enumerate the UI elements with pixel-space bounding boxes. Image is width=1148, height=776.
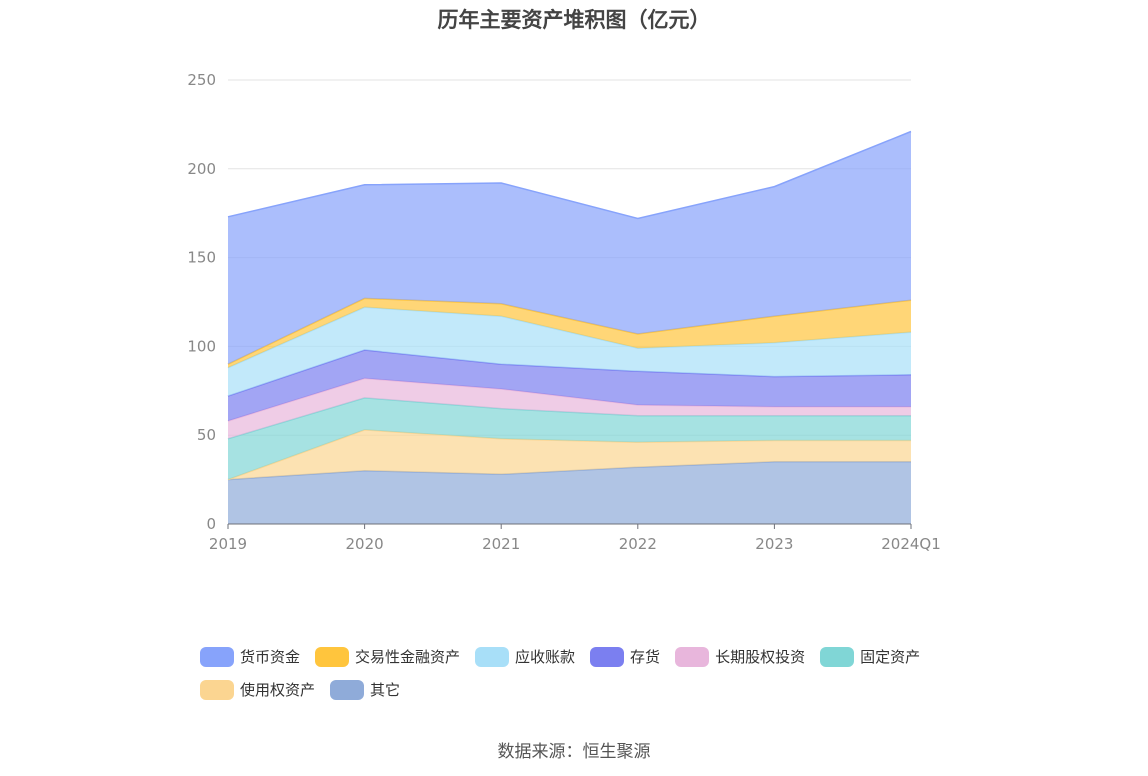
y-tick-label: 0 <box>206 515 216 533</box>
chart-title: 历年主要资产堆积图（亿元） <box>437 8 711 32</box>
area-series <box>228 378 911 439</box>
legend-item-receivables[interactable]: 应收账款 <box>475 646 575 667</box>
legend-swatch <box>200 679 234 700</box>
legend-row-1: 货币资金 交易性金融资产 应收账款 存货 长期股权投资 固定资产 <box>200 640 980 673</box>
x-tick-label: 2021 <box>482 535 520 553</box>
area-series <box>228 307 911 397</box>
legend-label: 固定资产 <box>860 648 921 666</box>
x-tick-label: 2024Q1 <box>881 535 941 553</box>
legend-swatch <box>200 646 234 667</box>
data-source: 数据来源：恒生聚源 <box>497 742 651 762</box>
y-tick-label: 150 <box>187 249 216 267</box>
legend-label: 存货 <box>630 648 661 666</box>
x-tick-label: 2020 <box>346 535 384 553</box>
legend-swatch <box>590 646 625 667</box>
legend-item-lt-equity-investment[interactable]: 长期股权投资 <box>675 646 805 667</box>
y-tick-label: 250 <box>187 71 216 89</box>
legend-label: 长期股权投资 <box>715 648 806 666</box>
legend-swatch <box>820 646 855 667</box>
legend-swatch <box>675 646 710 667</box>
x-tick-label: 2019 <box>209 535 247 553</box>
legend-swatch <box>475 646 510 667</box>
area-series <box>228 461 911 524</box>
legend-item-fixed-assets[interactable]: 固定资产 <box>820 646 920 667</box>
legend-item-trading-assets[interactable]: 交易性金融资产 <box>315 646 460 667</box>
legend-item-other[interactable]: 其它 <box>330 679 400 700</box>
area-series <box>228 429 911 480</box>
y-tick-label: 50 <box>197 426 216 444</box>
x-tick-label: 2022 <box>619 535 657 553</box>
area-series <box>228 131 911 365</box>
y-tick-label: 200 <box>187 160 216 178</box>
legend-label: 货币资金 <box>240 648 301 666</box>
x-tick-label: 2023 <box>755 535 793 553</box>
area-series <box>228 298 911 368</box>
legend-swatch <box>330 679 365 700</box>
legend-row-2: 使用权资产 其它 <box>200 673 980 706</box>
legend: 货币资金 交易性金融资产 应收账款 存货 长期股权投资 固定资产 使用权资产 <box>200 640 980 706</box>
legend-label: 应收账款 <box>515 648 576 666</box>
legend-label: 交易性金融资产 <box>355 648 461 666</box>
legend-item-cash[interactable]: 货币资金 <box>200 646 300 667</box>
legend-item-right-of-use[interactable]: 使用权资产 <box>200 679 315 700</box>
legend-label: 使用权资产 <box>240 681 316 699</box>
stacked-area-chart: 0 50 100 150 200 250 2019 2020 2021 2022 2023 2024Q… <box>187 71 941 553</box>
area-series <box>228 350 911 421</box>
legend-swatch <box>315 646 350 667</box>
y-tick-label: 100 <box>187 337 216 355</box>
legend-label: 其它 <box>370 681 401 699</box>
area-series-line <box>227 130 912 220</box>
area-series <box>228 397 911 480</box>
legend-item-inventory[interactable]: 存货 <box>590 646 660 667</box>
